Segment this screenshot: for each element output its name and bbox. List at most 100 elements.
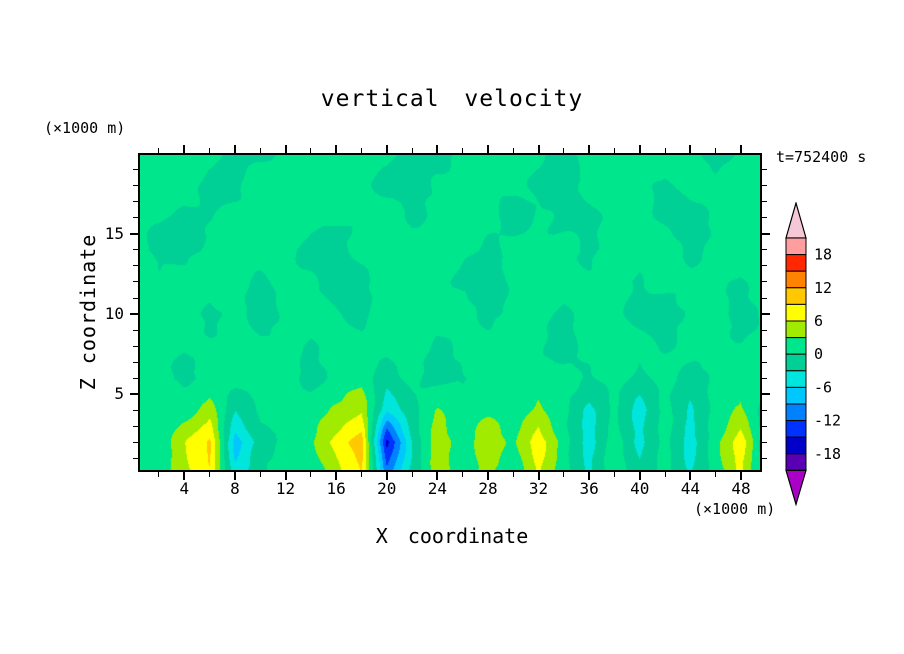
z-minor-tick-left (133, 168, 138, 170)
x-minor-tick-top (613, 148, 615, 153)
z-minor-tick-right (762, 297, 767, 299)
x-minor-tick-bottom (462, 472, 464, 477)
x-major-tick-top (638, 145, 641, 153)
x-major-tick-top (233, 145, 236, 153)
z-minor-tick-right (762, 410, 767, 412)
x-minor-tick-top (360, 148, 362, 153)
x-major-tick-top (183, 145, 186, 153)
z-minor-tick-left (133, 265, 138, 267)
x-tick-label: 36 (579, 479, 599, 498)
x-minor-tick-bottom (563, 472, 565, 477)
colorbar-segment (785, 353, 807, 372)
z-minor-tick-right (762, 361, 767, 363)
x-major-tick-top (385, 145, 388, 153)
x-tick-label: 12 (275, 479, 296, 498)
x-tick-label: 8 (230, 479, 240, 498)
z-minor-tick-left (133, 201, 138, 203)
x-minor-tick-bottom (310, 472, 312, 477)
x-major-tick-bottom (537, 472, 540, 480)
colorbar-segment (785, 453, 807, 471)
x-minor-tick-top (462, 148, 464, 153)
z-minor-tick-right (762, 345, 767, 347)
z-tick-label: 10 (104, 304, 124, 324)
x-major-tick-bottom (436, 472, 439, 480)
plot-area (138, 153, 762, 472)
x-minor-tick-bottom (411, 472, 413, 477)
z-minor-tick-right (762, 168, 767, 170)
z-minor-tick-right (762, 249, 767, 251)
colorbar-label: 0 (814, 345, 823, 363)
x-major-tick-top (335, 145, 338, 153)
x-axis-unit-label: (×1000 m) (694, 500, 776, 518)
x-tick-label: 20 (377, 479, 397, 498)
colorbar-bottom-arrow (785, 469, 807, 507)
colorbar-label: 12 (814, 279, 832, 297)
x-minor-tick-top (411, 148, 413, 153)
colorbar-segment (785, 370, 807, 388)
x-major-tick-bottom (689, 472, 692, 480)
chart-title: vertical velocity (320, 86, 584, 112)
x-major-tick-bottom (588, 472, 591, 480)
x-major-tick-top (284, 145, 287, 153)
x-minor-tick-top (209, 148, 211, 153)
z-minor-tick-right (762, 442, 767, 444)
x-major-tick-bottom (638, 472, 641, 480)
z-minor-tick-left (133, 458, 138, 460)
z-major-tick-right (762, 313, 770, 316)
colorbar-label: -6 (814, 378, 832, 396)
x-tick-label: 24 (427, 479, 447, 498)
z-minor-tick-left (133, 329, 138, 331)
z-minor-tick-left (133, 361, 138, 363)
colorbar-segment (785, 420, 807, 438)
colorbar-label: 18 (814, 246, 832, 264)
colorbar-label: -18 (814, 445, 841, 463)
x-minor-tick-bottom (360, 472, 362, 477)
z-minor-tick-left (133, 410, 138, 412)
colorbar-top-arrow (785, 202, 807, 239)
x-major-tick-top (537, 145, 540, 153)
x-tick-label: 48 (731, 479, 751, 498)
colorbar-segment (785, 270, 807, 289)
z-tick-label: 5 (114, 384, 124, 404)
x-tick-label: 44 (680, 479, 701, 498)
z-major-tick-right (762, 232, 770, 235)
x-tick-label: 4 (179, 479, 190, 498)
x-minor-tick-top (310, 148, 312, 153)
x-minor-tick-top (715, 148, 717, 153)
x-tick-label: 16 (326, 479, 346, 498)
z-minor-tick-right (762, 377, 767, 379)
z-minor-tick-right (762, 329, 767, 331)
x-minor-tick-top (512, 148, 514, 153)
x-minor-tick-bottom (158, 472, 160, 477)
z-major-tick-left (130, 232, 138, 235)
x-minor-tick-bottom (664, 472, 666, 477)
colorbar-segment (785, 436, 807, 455)
x-minor-tick-bottom (512, 472, 514, 477)
z-axis-unit-label: (×1000 m) (44, 119, 126, 137)
colorbar-segment (785, 403, 807, 422)
x-major-tick-top (486, 145, 489, 153)
x-tick-label: 40 (630, 479, 650, 498)
x-major-tick-bottom (486, 472, 489, 480)
x-tick-label: 32 (528, 479, 549, 498)
z-minor-tick-left (133, 297, 138, 299)
time-label: t=752400 s (776, 148, 867, 166)
x-major-tick-bottom (740, 472, 743, 480)
x-minor-tick-top (158, 148, 160, 153)
z-minor-tick-right (762, 201, 767, 203)
z-minor-tick-left (133, 281, 138, 283)
z-minor-tick-left (133, 426, 138, 428)
x-major-tick-bottom (183, 472, 186, 480)
x-major-tick-top (588, 145, 591, 153)
colorbar-segment (785, 303, 807, 322)
x-minor-tick-bottom (613, 472, 615, 477)
z-minor-tick-left (133, 249, 138, 251)
x-major-tick-bottom (284, 472, 287, 480)
z-minor-tick-right (762, 265, 767, 267)
z-minor-tick-right (762, 426, 767, 428)
x-minor-tick-bottom (209, 472, 211, 477)
colorbar-segment (785, 287, 807, 305)
colorbar-segment (785, 386, 807, 405)
x-tick-label: 28 (478, 479, 498, 498)
